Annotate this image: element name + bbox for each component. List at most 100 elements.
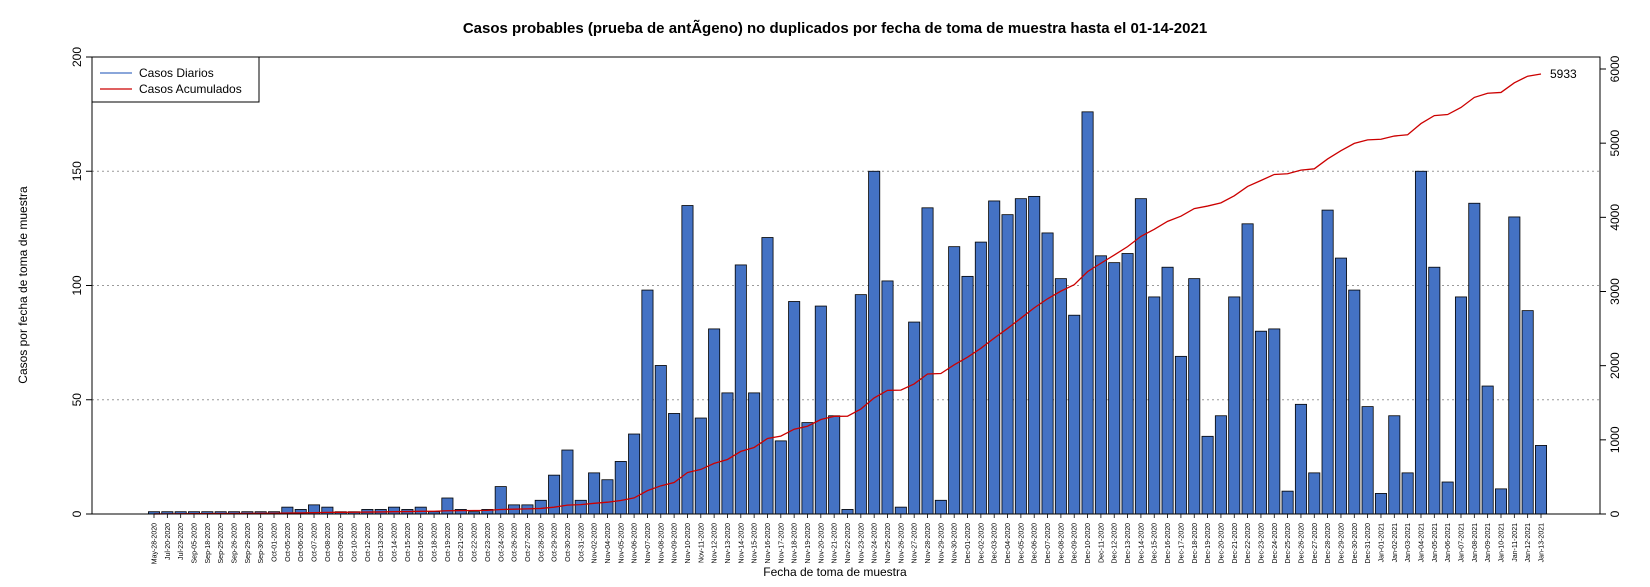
bar	[748, 392, 761, 515]
x-tick-label: Dec-21-2020	[1232, 523, 1239, 564]
x-tick-label: Dec-07-2020	[1045, 523, 1052, 564]
bar	[681, 205, 694, 515]
x-tick-label: Dec-05-2020	[1018, 523, 1025, 564]
x-tick-label: Dec-13-2020	[1125, 523, 1132, 564]
y2-tick-label: 5000	[1608, 129, 1622, 156]
x-tick-label: Dec-04-2020	[1005, 523, 1012, 564]
bar	[1401, 472, 1414, 515]
bar	[1268, 328, 1281, 515]
x-tick-label: Dec-09-2020	[1072, 523, 1079, 564]
x-tick-label: Nov-15-2020	[752, 523, 759, 564]
x-tick-label: Jan-03-2021	[1405, 523, 1412, 562]
x-tick-label: Nov-25-2020	[885, 523, 892, 564]
bar	[881, 280, 894, 515]
x-tick-label: Oct-06-2020	[298, 523, 305, 562]
x-tick-label: Dec-30-2020	[1352, 523, 1359, 564]
x-tick-label: Oct-10-2020	[352, 523, 359, 562]
bar	[1121, 253, 1134, 515]
x-tick-label: Nov-14-2020	[738, 523, 745, 564]
bar	[1201, 435, 1214, 515]
x-axis-label: Fecha de toma de muestra	[763, 565, 907, 579]
bars	[147, 111, 1548, 515]
bar	[1441, 481, 1454, 515]
x-tick-label: Jan-10-2021	[1498, 523, 1505, 562]
x-tick-label: Jan-06-2021	[1445, 523, 1452, 562]
x-tick-label: Jan-09-2021	[1485, 523, 1492, 562]
x-axis: May-28-2020 Jul-20-2020 Jul-23-2020 Sep-05-…	[152, 514, 1546, 564]
x-tick-label: Nov-08-2020	[658, 523, 665, 564]
x-tick-label: Nov-09-2020	[672, 523, 679, 564]
bar	[668, 413, 681, 515]
bar	[961, 275, 974, 515]
bar	[1508, 216, 1521, 515]
bar	[1521, 310, 1534, 515]
bar	[908, 321, 921, 515]
bar	[761, 237, 774, 515]
x-tick-label: Nov-07-2020	[645, 523, 652, 564]
x-tick-label: Sep-25-2020	[218, 523, 225, 564]
y2-tick-label: 0	[1608, 510, 1622, 517]
bar	[854, 294, 867, 515]
x-tick-label: Dec-02-2020	[978, 523, 985, 564]
bar	[1388, 415, 1401, 515]
x-tick-label: Nov-24-2020	[872, 523, 879, 564]
bar	[1348, 289, 1361, 515]
y2-tick-label: 1000	[1608, 426, 1622, 453]
x-tick-label: Oct-28-2020	[538, 523, 545, 562]
bar	[868, 170, 881, 515]
x-tick-label: Dec-06-2020	[1032, 523, 1039, 564]
x-tick-label: Dec-15-2020	[1152, 523, 1159, 564]
x-tick-label: Nov-06-2020	[632, 523, 639, 564]
x-tick-label: Oct-19-2020	[445, 523, 452, 562]
x-tick-label: Nov-04-2020	[605, 523, 612, 564]
bar	[1308, 472, 1321, 515]
x-tick-label: Dec-31-2020	[1365, 523, 1372, 564]
bar	[1028, 195, 1041, 515]
bar	[628, 433, 641, 515]
bar	[414, 506, 427, 515]
x-tick-label: Dec-26-2020	[1298, 523, 1305, 564]
x-tick-label: Dec-14-2020	[1138, 523, 1145, 564]
x-tick-label: Jul-20-2020	[165, 523, 172, 560]
x-tick-label: Jan-05-2021	[1432, 523, 1439, 562]
x-tick-label: Nov-30-2020	[952, 523, 959, 564]
y-tick-label: 200	[70, 47, 84, 67]
x-tick-label: Dec-10-2020	[1085, 523, 1092, 564]
bar	[841, 509, 854, 515]
x-tick-label: Oct-07-2020	[312, 523, 319, 562]
legend-box	[91, 56, 260, 103]
x-tick-label: Nov-05-2020	[618, 523, 625, 564]
x-tick-label: Dec-03-2020	[992, 523, 999, 564]
x-tick-label: Jan-02-2021	[1392, 523, 1399, 562]
bar	[1068, 314, 1081, 515]
bar	[988, 200, 1001, 515]
bar	[1054, 278, 1067, 515]
x-tick-label: Jan-11-2021	[1512, 523, 1519, 562]
x-tick-label: Oct-01-2020	[272, 523, 279, 562]
bar	[1228, 296, 1241, 515]
x-tick-label: Nov-19-2020	[805, 523, 812, 564]
bar	[894, 506, 907, 515]
bar	[1334, 257, 1347, 515]
bar	[534, 499, 547, 515]
x-tick-label: Dec-11-2020	[1098, 523, 1105, 563]
x-tick-label: Dec-16-2020	[1165, 523, 1172, 564]
x-tick-label: Nov-22-2020	[845, 523, 852, 564]
bar	[1081, 111, 1094, 515]
bar	[694, 417, 707, 515]
bar	[1414, 170, 1427, 515]
x-tick-label: Dec-01-2020	[965, 523, 972, 564]
x-tick-label: Jan-04-2021	[1418, 523, 1425, 562]
x-tick-label: Dec-20-2020	[1218, 523, 1225, 564]
x-tick-label: Sep-18-2020	[205, 523, 212, 564]
bar	[948, 246, 961, 515]
bar	[1148, 296, 1161, 515]
bar	[774, 440, 787, 515]
x-tick-label: Nov-27-2020	[912, 523, 919, 564]
bar	[934, 499, 947, 515]
x-tick-label: Sep-26-2020	[232, 523, 239, 564]
bar	[1361, 406, 1374, 515]
legend-label-daily: Casos Diarios	[139, 66, 214, 80]
bar	[828, 415, 841, 515]
